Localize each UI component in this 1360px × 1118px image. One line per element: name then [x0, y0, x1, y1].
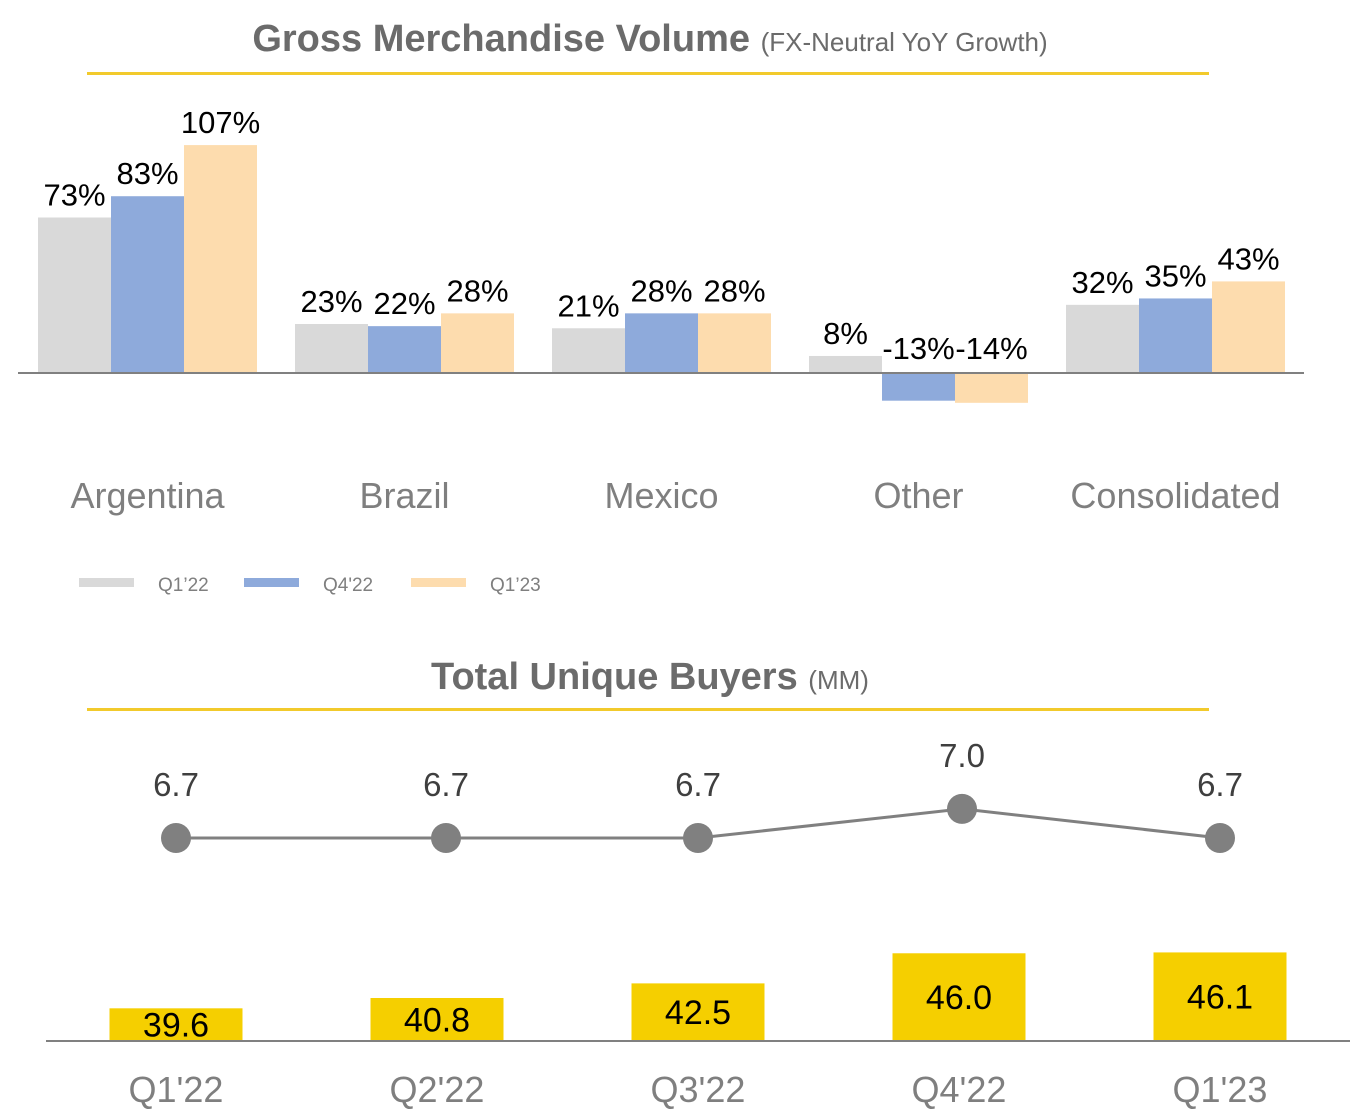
gmv-data-label: 73%	[43, 178, 105, 213]
gmv-bar-consolidated-2	[1212, 281, 1285, 373]
buyers-category-label: Q1'23	[1173, 1069, 1268, 1110]
gmv-bar-other-2	[955, 373, 1028, 403]
gmv-data-label: 23%	[300, 284, 362, 319]
gmv-data-label: 28%	[630, 273, 692, 308]
legend-label: Q1’23	[490, 575, 541, 596]
buyers-line-label: 7.0	[939, 737, 985, 774]
gmv-title-text: Gross Merchandise Volume	[252, 18, 751, 60]
buyers-subtitle: (MM)	[808, 665, 869, 695]
buyers-line-label: 6.7	[1197, 766, 1243, 803]
gmv-subtitle: (FX-Neutral YoY Growth)	[760, 27, 1048, 57]
gmv-bar-other-1	[882, 373, 955, 401]
gmv-bar-other-0	[809, 355, 882, 373]
gmv-bar-brazil-0	[295, 324, 368, 373]
gmv-bar-consolidated-1	[1139, 298, 1212, 373]
gmv-data-label: 32%	[1071, 265, 1133, 300]
buyers-bar-4	[1153, 952, 1287, 1041]
buyers-bar-3	[892, 953, 1026, 1041]
gmv-category-label: Brazil	[359, 475, 449, 516]
gmv-category-label: Other	[873, 475, 963, 516]
buyers-category-label: Q3'22	[651, 1069, 746, 1110]
gmv-category-label: Consolidated	[1070, 475, 1280, 516]
gmv-category-label: Mexico	[604, 475, 718, 516]
gmv-bar-brazil-1	[368, 326, 441, 373]
buyers-title-underline	[87, 708, 1209, 711]
buyers-bar-label: 46.1	[1187, 979, 1253, 1017]
buyers-line-point-1	[431, 823, 461, 853]
buyers-line-point-0	[161, 823, 191, 853]
buyers-bar-label: 42.5	[665, 994, 731, 1032]
buyers-line-label: 6.7	[153, 766, 199, 803]
legend-label: Q1’22	[158, 575, 209, 596]
buyers-category-label: Q2'22	[390, 1069, 485, 1110]
gmv-bar-mexico-2	[698, 313, 771, 373]
gmv-data-label: 8%	[823, 316, 868, 351]
legend-swatch-2	[411, 578, 466, 587]
buyers-bar-2	[631, 983, 765, 1041]
gmv-bar-consolidated-0	[1066, 304, 1139, 373]
gmv-data-label: 107%	[181, 105, 260, 140]
buyers-bar-0	[109, 1008, 243, 1041]
buyers-bar-label: 46.0	[926, 979, 992, 1017]
gmv-data-label: -13%	[882, 331, 954, 366]
buyers-bar-label: 39.6	[143, 1007, 209, 1045]
gmv-data-label: 28%	[446, 273, 508, 308]
gmv-bar-brazil-2	[441, 313, 514, 373]
gmv-data-label: 43%	[1217, 241, 1279, 276]
buyers-line-label: 6.7	[675, 766, 721, 803]
gmv-data-label: 35%	[1144, 258, 1206, 293]
gmv-bar-argentina-2	[184, 145, 257, 373]
gmv-bar-argentina-0	[38, 217, 111, 373]
gmv-bar-argentina-1	[111, 196, 184, 373]
buyers-line-point-3	[947, 793, 977, 824]
buyers-bar-label: 40.8	[404, 1002, 470, 1040]
legend-swatch-1	[244, 578, 299, 587]
buyers-line-label: 6.7	[423, 766, 469, 803]
buyers-category-label: Q4'22	[912, 1069, 1007, 1110]
gmv-data-label: -14%	[955, 331, 1027, 366]
gmv-data-label: 28%	[703, 273, 765, 308]
buyers-chart-title: Total Unique Buyers (MM)	[0, 656, 1300, 699]
buyers-title-text: Total Unique Buyers	[431, 656, 798, 698]
legend-swatch-0	[79, 578, 134, 587]
gmv-chart-title: Gross Merchandise Volume (FX-Neutral YoY…	[0, 18, 1300, 61]
buyers-category-label: Q1'22	[129, 1069, 224, 1110]
gmv-data-label: 21%	[557, 288, 619, 323]
gmv-title-underline	[87, 72, 1209, 75]
gmv-data-label: 22%	[373, 286, 435, 321]
buyers-line-point-2	[683, 823, 713, 853]
buyers-line-point-4	[1205, 823, 1235, 853]
gmv-category-label: Argentina	[70, 475, 225, 516]
legend-label: Q4'22	[323, 575, 373, 596]
buyers-bar-1	[370, 998, 504, 1041]
gmv-data-label: 83%	[116, 156, 178, 191]
gmv-bar-mexico-1	[625, 313, 698, 373]
gmv-bar-mexico-0	[552, 328, 625, 373]
